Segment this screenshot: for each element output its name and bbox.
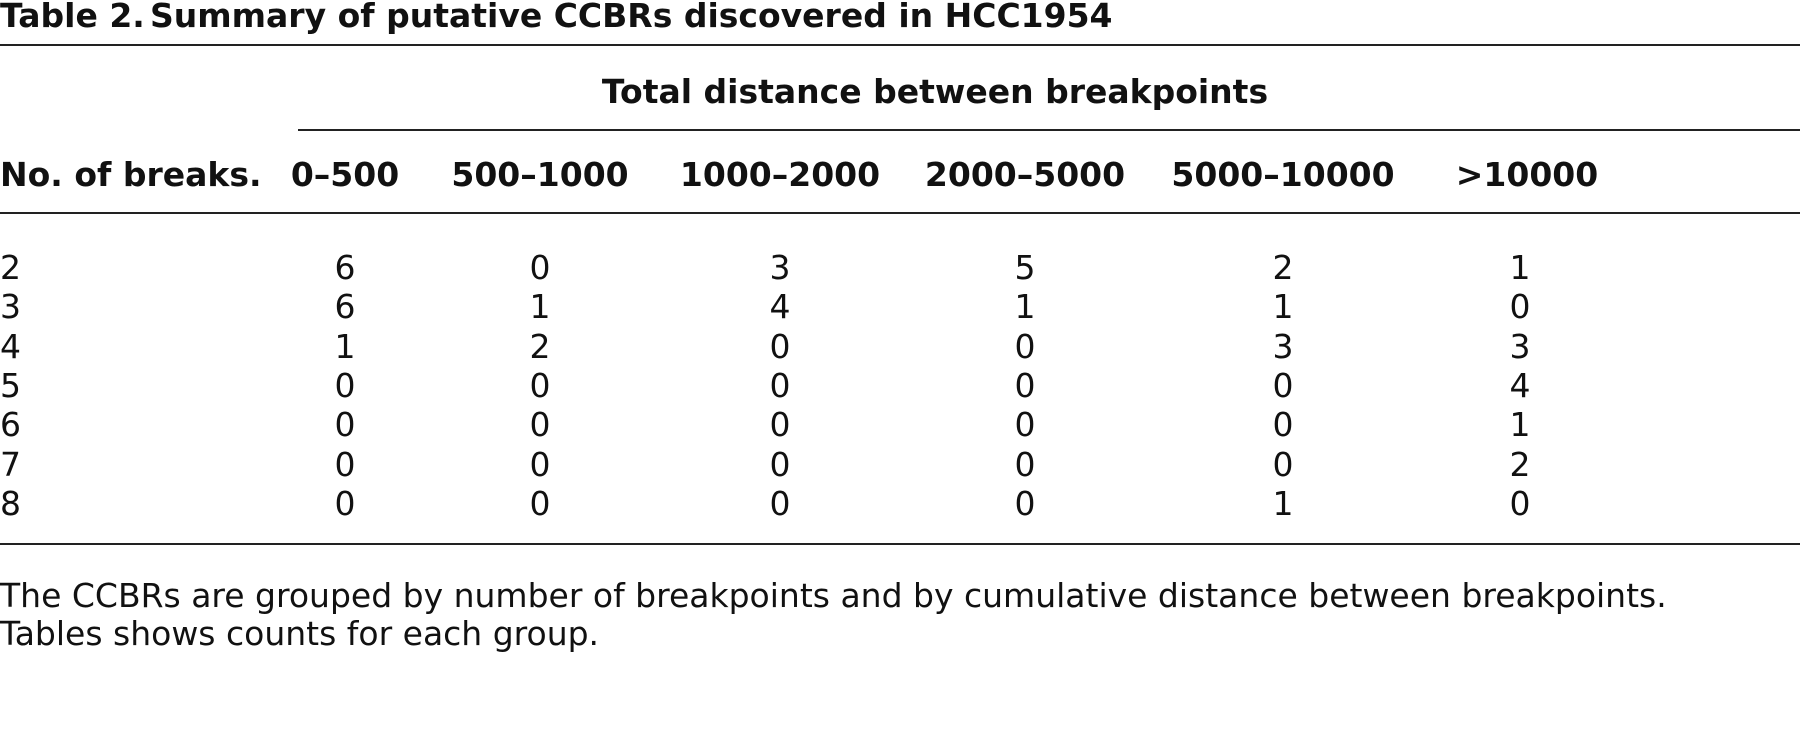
cell: 1	[1509, 405, 1531, 445]
cell: 1	[1509, 248, 1531, 287]
column-header: >10000	[1455, 155, 1599, 194]
row-label: 4	[0, 326, 21, 366]
cell: 0	[1272, 405, 1294, 445]
cell: 0	[1014, 483, 1036, 523]
cell: 4	[1509, 365, 1531, 405]
footnote: Tables shows counts for each group.	[0, 614, 600, 653]
cell: 0	[1509, 287, 1531, 327]
cell: 6	[334, 287, 356, 327]
row-label: 8	[0, 483, 21, 523]
cell: 3	[1509, 326, 1531, 366]
cell: 0	[1014, 365, 1036, 405]
cell: 0	[529, 444, 551, 484]
cell: 2	[529, 326, 551, 366]
column-header: 0–500	[290, 155, 400, 194]
cell: 1	[1272, 287, 1294, 327]
spanning-header: Total distance between breakpoints	[601, 72, 1269, 111]
column-header: 500–1000	[451, 155, 629, 194]
row-label: 7	[0, 444, 21, 484]
cell: 0	[769, 444, 791, 484]
cell: 3	[1272, 326, 1294, 366]
cell: 0	[529, 365, 551, 405]
column-header: 5000–10000	[1171, 155, 1395, 194]
cell: 1	[1014, 287, 1036, 327]
cell: 0	[334, 365, 356, 405]
cell: 2	[1509, 444, 1531, 484]
cell: 0	[334, 483, 356, 523]
cell: 0	[1509, 483, 1531, 523]
cell: 1	[529, 287, 551, 327]
header-rule	[0, 212, 1800, 214]
cell: 0	[1272, 444, 1294, 484]
row-label: 3	[0, 287, 21, 327]
spanning-rule	[298, 129, 1800, 131]
column-header: 1000–2000	[679, 155, 881, 194]
cell: 0	[1014, 405, 1036, 445]
cell: 0	[334, 444, 356, 484]
footnote: The CCBRs are grouped by number of break…	[0, 576, 1667, 615]
cell: 0	[769, 326, 791, 366]
cell: 0	[334, 405, 356, 445]
top-rule	[0, 44, 1800, 46]
cell: 0	[529, 483, 551, 523]
cell: 1	[334, 326, 356, 366]
cell: 3	[769, 248, 791, 287]
cell: 0	[529, 248, 551, 287]
cell: 0	[529, 405, 551, 445]
cell: 0	[1272, 365, 1294, 405]
row-label: 5	[0, 365, 21, 405]
cell: 2	[1272, 248, 1294, 287]
row-label: 6	[0, 405, 21, 445]
cell: 0	[769, 405, 791, 445]
cell: 0	[769, 365, 791, 405]
cell: 5	[1014, 248, 1036, 287]
column-header: No. of breaks.	[0, 155, 262, 194]
cell: 6	[334, 248, 356, 287]
column-header: 2000–5000	[924, 155, 1126, 194]
bottom-rule	[0, 543, 1800, 545]
table-title: Summary of putative CCBRs discovered in …	[150, 0, 1113, 35]
table-label: Table 2.	[0, 0, 145, 35]
cell: 0	[1014, 326, 1036, 366]
cell: 0	[1014, 444, 1036, 484]
cell: 1	[1272, 483, 1294, 523]
row-label: 2	[0, 248, 21, 287]
cell: 0	[769, 483, 791, 523]
cell: 4	[769, 287, 791, 327]
